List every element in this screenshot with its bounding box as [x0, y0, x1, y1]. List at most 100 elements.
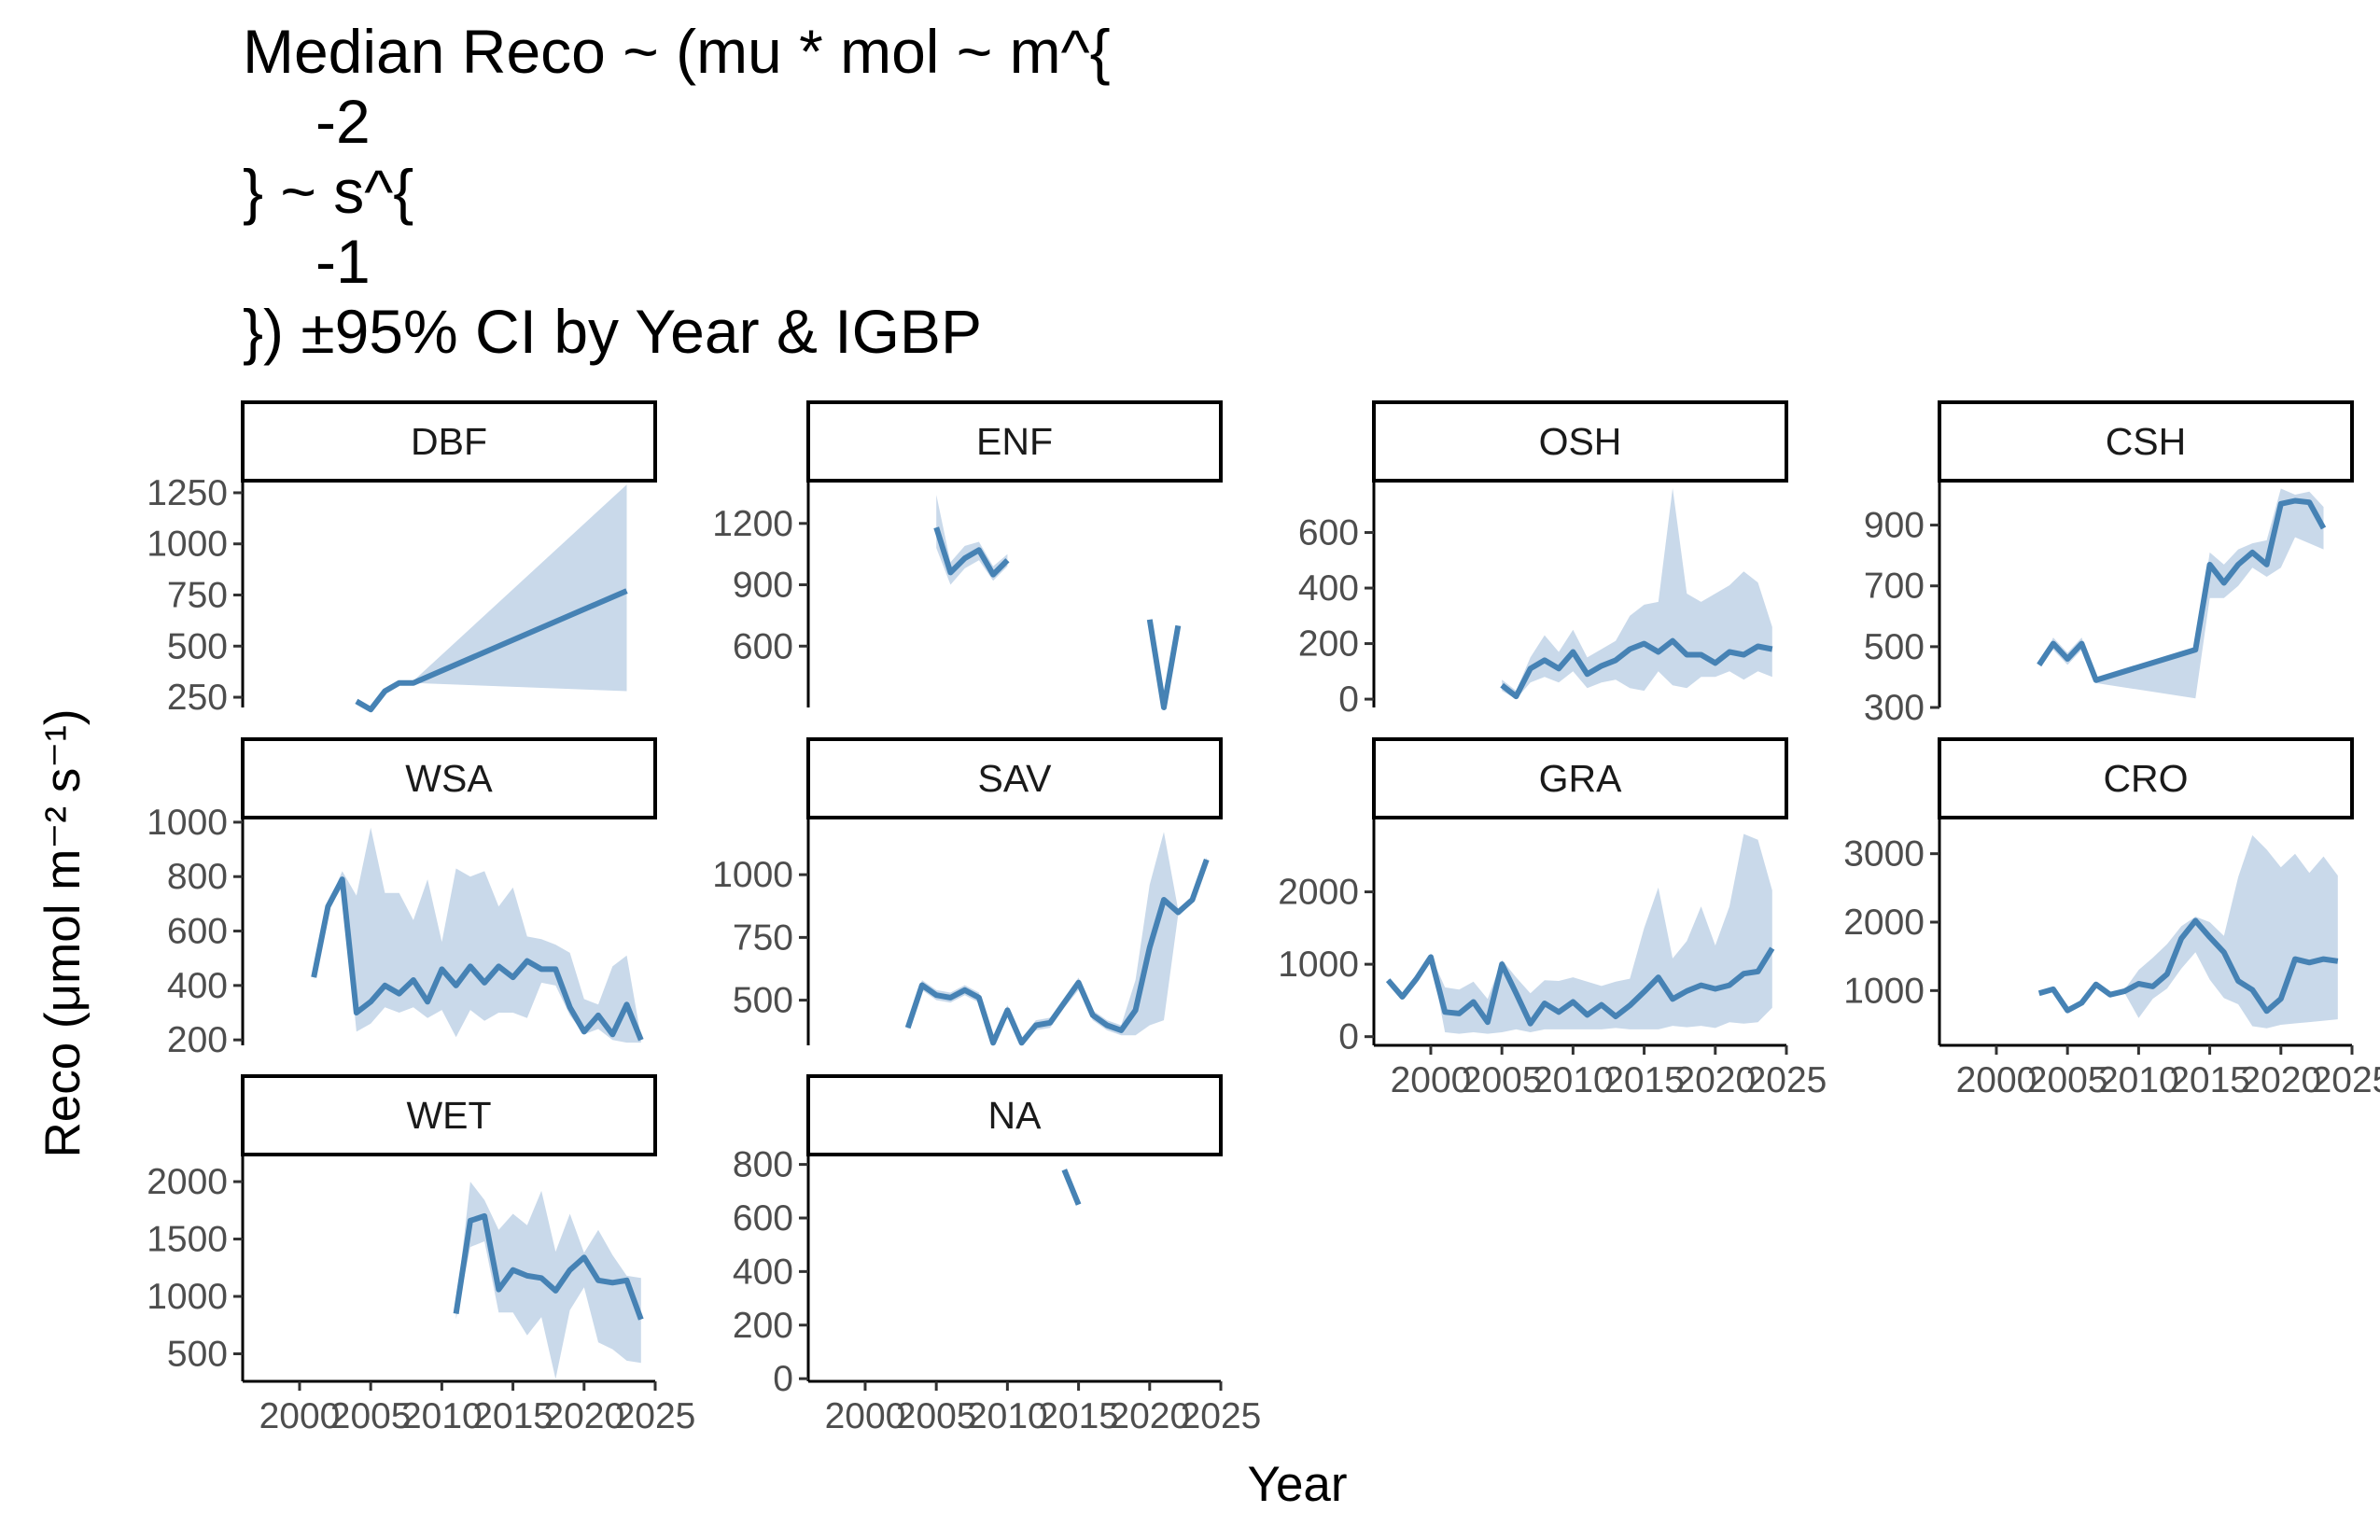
strip-label: ENF [976, 420, 1053, 463]
y-tick-label: 1000 [1278, 945, 1359, 985]
strip-box [1372, 737, 1788, 819]
x-tick-label: 2005 [330, 1396, 412, 1436]
strip-label: GRA [1539, 757, 1623, 800]
median-line [1500, 637, 1773, 700]
y-tick-label: 900 [733, 566, 793, 606]
x-tick-label: 2010 [2098, 1060, 2179, 1100]
y-tick-label: 2000 [147, 1162, 228, 1202]
strip-box [806, 1074, 1223, 1156]
strip-label: NA [988, 1094, 1043, 1137]
y-tick-label: 3000 [1843, 834, 1925, 875]
strip-label: CSH [2106, 420, 2187, 463]
median-line [1385, 946, 1775, 1027]
y-tick-label: 500 [1864, 627, 1925, 667]
facet-cro: CRO100020003000200020052010201520202025 [1843, 737, 2380, 1100]
y-tick-label: 200 [733, 1306, 793, 1346]
strip-box [806, 400, 1223, 483]
ci-band [356, 484, 627, 710]
x-tick-label: 2000 [1391, 1060, 1472, 1100]
y-tick-label: 500 [733, 981, 793, 1021]
x-tick-label: 2000 [825, 1396, 906, 1436]
y-tick-label: 1000 [712, 855, 793, 895]
facet-dbf: DBF 250 500 750 1000 1250 [147, 400, 657, 718]
y-tick-label: 900 [1864, 506, 1925, 546]
x-tick-label: 2010 [967, 1396, 1048, 1436]
strip-box [241, 400, 657, 483]
x-tick-label: 2010 [1533, 1060, 1614, 1100]
median-line [2037, 917, 2339, 1015]
facet-wet: WET5001000150020002000200520102015202020… [147, 1074, 695, 1436]
x-tick-label: 2015 [1038, 1396, 1119, 1436]
y-tick-label: 500 [167, 1334, 228, 1374]
x-tick-label: 2020 [1674, 1060, 1756, 1100]
strip-label: WSA [405, 757, 493, 800]
y-tick-label: 1200 [712, 504, 793, 544]
strip-box [806, 737, 1223, 819]
y-tick-label: 1000 [147, 803, 228, 843]
x-tick-label: 2015 [472, 1396, 553, 1436]
ci-band [1388, 833, 1772, 1034]
ci-band [1502, 488, 1772, 700]
median-line [1146, 619, 1182, 710]
y-tick-label: 750 [733, 917, 793, 958]
x-tick-label: 2025 [2312, 1060, 2380, 1100]
y-tick-label: 600 [733, 1198, 793, 1239]
x-tick-label: 2000 [1956, 1060, 2037, 1100]
strip-box [241, 1074, 657, 1156]
x-tick-label: 2010 [401, 1396, 483, 1436]
y-tick-label: 1000 [147, 525, 228, 565]
y-tick-label: 700 [1864, 567, 1925, 607]
median-line [933, 526, 1010, 578]
strip-box [1938, 737, 2354, 819]
y-tick-label: 0 [1338, 1017, 1359, 1057]
strip-label: OSH [1539, 420, 1622, 463]
strip-label: WET [406, 1094, 491, 1137]
strip-label: DBF [411, 420, 487, 463]
title-line-1: Median Reco ~ (mu * mol ~ m^{ [243, 17, 1111, 86]
x-tick-label: 2000 [259, 1396, 341, 1436]
facet-enf: ENF 600 900 1200 [712, 400, 1223, 710]
y-tick-label: 300 [1864, 688, 1925, 728]
facet-sav: SAV 500 750 1000 [712, 737, 1223, 1046]
x-tick-label: 2020 [2240, 1060, 2321, 1100]
y-tick-label: 500 [167, 626, 228, 666]
y-tick-label: 600 [167, 912, 228, 952]
facet-csh: CSH 300 500 700 900 [1864, 400, 2354, 728]
x-tick-label: 2015 [1603, 1060, 1685, 1100]
title-line-4: -1 [315, 227, 371, 296]
y-tick-label: 1000 [1843, 971, 1925, 1011]
chart-title: Median Reco ~ (mu * mol ~ m^{ -2 } ~ s^{… [243, 17, 1111, 366]
strip-box [241, 737, 657, 819]
title-line-5: }) ±95% CI by Year & IGBP [243, 297, 982, 366]
facet-panels: DBF 250 500 750 1000 1250 ENF 600 900 1200 OSH 0 200… [147, 400, 2380, 1436]
y-tick-label: 0 [773, 1359, 793, 1399]
facet-osh: OSH 0 200 400 600 [1298, 400, 1788, 720]
y-tick-label: 400 [733, 1252, 793, 1292]
strip-box [1372, 400, 1788, 483]
y-tick-label: 2000 [1843, 903, 1925, 943]
title-line-2: -2 [315, 87, 371, 156]
x-tick-label: 2005 [896, 1396, 977, 1436]
y-tick-label: 200 [1298, 624, 1359, 665]
x-tick-label: 2025 [1181, 1396, 1262, 1436]
median-line [453, 1212, 644, 1321]
median-line [2037, 497, 2327, 683]
median-line [1061, 1169, 1082, 1206]
y-tick-label: 1000 [147, 1277, 228, 1317]
y-tick-label: 1250 [147, 473, 228, 513]
y-tick-label: 400 [167, 966, 228, 1006]
x-tick-label: 2005 [2027, 1060, 2108, 1100]
y-axis-title: Reco (μmol m⁻² s⁻¹) [35, 708, 91, 1157]
y-tick-label: 400 [1298, 568, 1359, 609]
x-axis-title: Year [1247, 1457, 1347, 1512]
ci-band [2038, 488, 2324, 699]
x-tick-label: 2020 [543, 1396, 624, 1436]
y-tick-label: 800 [167, 857, 228, 897]
x-tick-label: 2020 [1109, 1396, 1190, 1436]
median-line [355, 588, 628, 713]
title-line-3: } ~ s^{ [243, 157, 413, 226]
y-tick-label: 750 [167, 576, 228, 616]
y-tick-label: 2000 [1278, 873, 1359, 913]
